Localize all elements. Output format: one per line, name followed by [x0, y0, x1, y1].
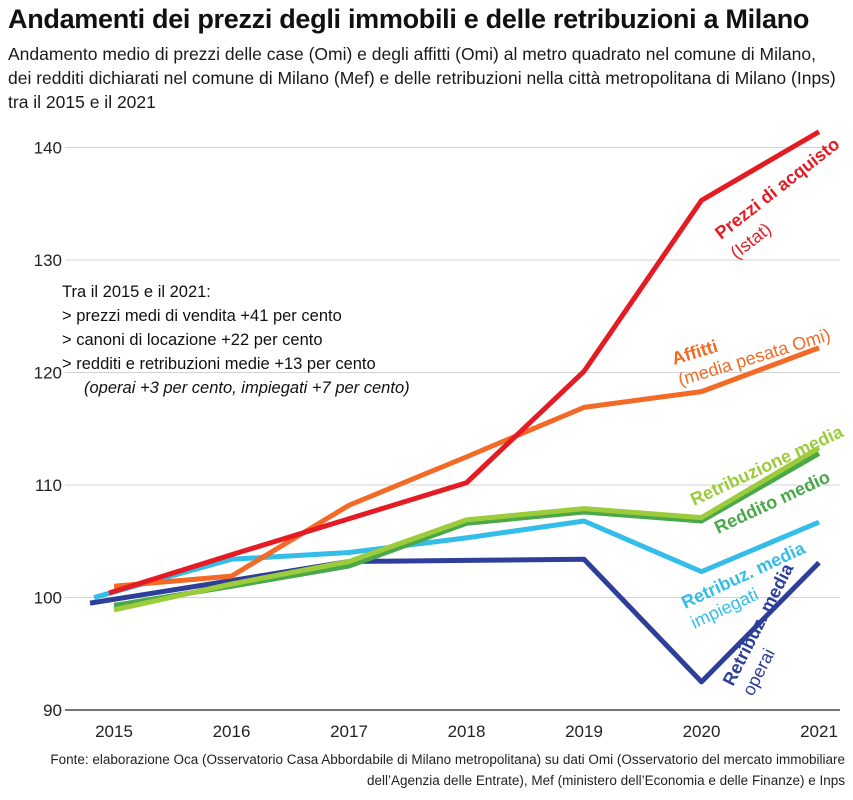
- x-axis-ticks: 2015 2016 2017 2018 2019 2020 2021: [95, 722, 838, 741]
- grid-lines: [65, 147, 840, 711]
- source-note: Fonte: elaborazione Oca (Osservatorio Ca…: [50, 752, 845, 788]
- y-tick-label: 130: [34, 251, 62, 270]
- y-tick-label: 140: [34, 139, 62, 158]
- x-tick-label: 2017: [330, 722, 368, 741]
- series-label-group: Affitti(media pesata Omi): [669, 325, 832, 390]
- summary-note: Tra il 2015 e il 2021: > prezzi medi di …: [62, 280, 410, 400]
- y-tick-label: 110: [35, 476, 62, 495]
- y-tick-label: 100: [34, 589, 62, 608]
- x-tick-label: 2019: [565, 722, 603, 741]
- note-italic: (operai +3 per cento, impiegati +7 per c…: [84, 379, 410, 397]
- series-lines: [89, 129, 821, 685]
- note-heading: Tra il 2015 e il 2021:: [62, 283, 211, 301]
- series-line: [113, 445, 821, 613]
- x-tick-label: 2016: [213, 722, 251, 741]
- x-tick-label: 2020: [683, 722, 721, 741]
- series-line: [108, 129, 821, 596]
- chart-subtitle: Andamento medio di prezzi delle case (Om…: [8, 44, 836, 112]
- x-tick-label: 2018: [448, 722, 486, 741]
- x-tick-label: 2015: [95, 722, 133, 741]
- y-tick-label: 90: [43, 701, 62, 720]
- series-line: [113, 345, 820, 589]
- note-line-wages: > redditi e retribuzioni medie +13 per c…: [62, 355, 376, 373]
- y-axis-ticks: 90 100 110 120 130 140: [34, 139, 62, 721]
- chart-title: Andamenti dei prezzi degli immobili e de…: [8, 4, 810, 34]
- note-line-prices: > prezzi medi di vendita +41 per cento: [62, 307, 342, 325]
- series-label: Prezzi di acquisto: [711, 134, 843, 243]
- series-line: [93, 518, 820, 600]
- y-tick-label: 120: [34, 364, 62, 383]
- x-tick-label: 2021: [800, 722, 838, 741]
- note-line-rents: > canoni di locazione +22 per cento: [62, 331, 323, 349]
- series-line: [89, 556, 821, 685]
